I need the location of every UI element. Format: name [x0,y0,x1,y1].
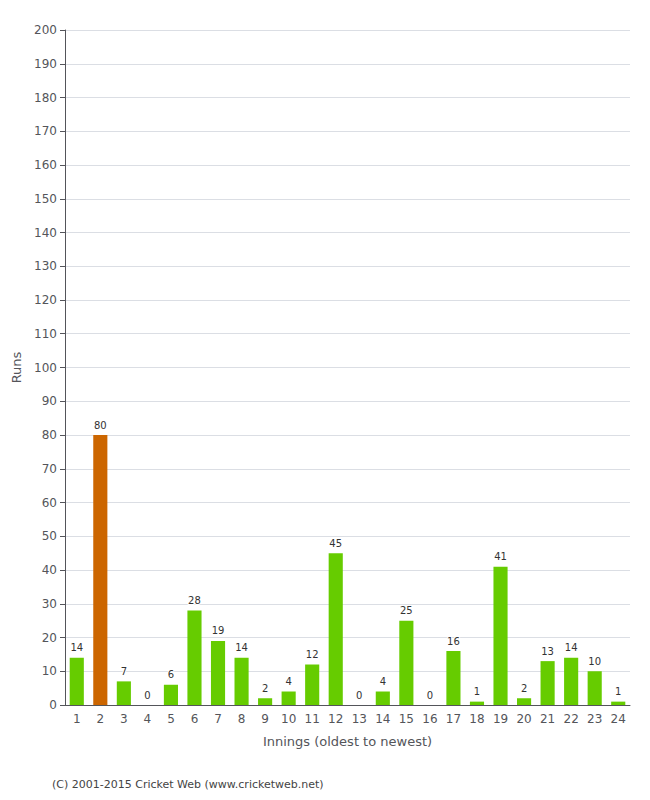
svg-text:6: 6 [191,712,199,726]
svg-text:45: 45 [329,538,342,549]
svg-text:1: 1 [474,686,480,697]
svg-text:4: 4 [380,676,386,687]
svg-text:0: 0 [356,690,362,701]
svg-text:25: 25 [400,605,413,616]
svg-text:14: 14 [565,642,578,653]
svg-text:Runs: Runs [9,351,24,383]
svg-text:4: 4 [144,712,152,726]
svg-text:190: 190 [34,57,57,71]
svg-text:80: 80 [94,420,107,431]
svg-text:20: 20 [516,712,531,726]
svg-text:20: 20 [42,631,57,645]
svg-text:140: 140 [34,226,57,240]
svg-text:7: 7 [214,712,222,726]
svg-text:10: 10 [42,664,57,678]
svg-text:16: 16 [422,712,437,726]
svg-text:13: 13 [541,646,554,657]
svg-text:120: 120 [34,293,57,307]
svg-text:1: 1 [73,712,81,726]
svg-text:23: 23 [587,712,602,726]
svg-text:10: 10 [588,656,601,667]
svg-text:14: 14 [375,712,390,726]
svg-text:110: 110 [34,327,57,341]
svg-text:22: 22 [564,712,579,726]
svg-text:Innings (oldest to newest): Innings (oldest to newest) [263,734,432,749]
svg-text:13: 13 [352,712,367,726]
svg-text:10: 10 [281,712,296,726]
svg-text:(C) 2001-2015 Cricket Web (www: (C) 2001-2015 Cricket Web (www.cricketwe… [52,778,324,791]
svg-text:12: 12 [328,712,343,726]
svg-text:14: 14 [70,642,83,653]
svg-text:8: 8 [238,712,246,726]
svg-text:21: 21 [540,712,555,726]
svg-text:160: 160 [34,158,57,172]
svg-text:0: 0 [144,690,150,701]
svg-text:170: 170 [34,124,57,138]
svg-text:9: 9 [261,712,269,726]
svg-text:2: 2 [96,712,104,726]
svg-text:17: 17 [446,712,461,726]
svg-text:2: 2 [262,683,268,694]
svg-text:0: 0 [49,698,57,712]
svg-text:60: 60 [42,496,57,510]
svg-text:0: 0 [427,690,433,701]
svg-text:41: 41 [494,551,507,562]
svg-text:5: 5 [167,712,175,726]
svg-text:200: 200 [34,23,57,37]
svg-text:11: 11 [305,712,320,726]
svg-text:15: 15 [399,712,414,726]
svg-text:40: 40 [42,563,57,577]
svg-text:150: 150 [34,192,57,206]
svg-text:16: 16 [447,636,460,647]
svg-text:2: 2 [521,683,527,694]
svg-text:30: 30 [42,597,57,611]
svg-text:4: 4 [285,676,291,687]
svg-text:24: 24 [611,712,626,726]
svg-text:130: 130 [34,259,57,273]
svg-text:3: 3 [120,712,128,726]
svg-text:28: 28 [188,595,201,606]
svg-text:14: 14 [235,642,248,653]
svg-text:80: 80 [42,428,57,442]
svg-text:18: 18 [469,712,484,726]
svg-text:100: 100 [34,361,57,375]
svg-text:19: 19 [493,712,508,726]
svg-text:12: 12 [306,649,319,660]
svg-text:19: 19 [212,625,225,636]
svg-text:180: 180 [34,91,57,105]
svg-text:6: 6 [168,669,174,680]
svg-text:7: 7 [121,666,127,677]
svg-text:1: 1 [615,686,621,697]
svg-text:90: 90 [42,394,57,408]
svg-text:70: 70 [42,462,57,476]
svg-text:50: 50 [42,529,57,543]
